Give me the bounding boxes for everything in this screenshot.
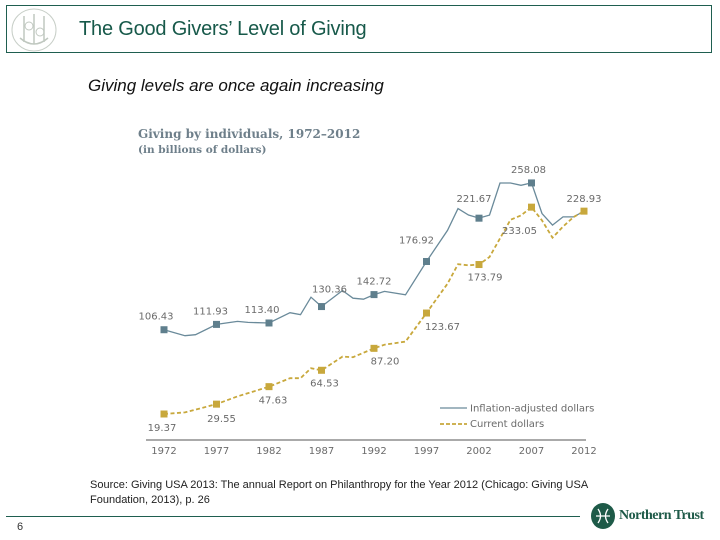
northern-trust-logo: Northern Trust [590, 502, 704, 530]
inflation-marker-1977 [213, 320, 220, 328]
x-tick-label: 2007 [519, 446, 544, 457]
current-data-label-1972: 19.37 [148, 423, 177, 434]
page-number: 6 [17, 521, 24, 533]
current-data-label-1977: 29.55 [207, 414, 236, 425]
slide-subtitle: Giving levels are once again increasing [88, 76, 384, 95]
inflation-data-label-2002: 221.67 [457, 194, 492, 205]
x-tick-label: 1997 [414, 446, 439, 457]
inflation-marker-1992 [370, 291, 378, 299]
inflation-marker-2002 [475, 214, 483, 222]
inflation-data-label-1972: 106.43 [139, 312, 174, 323]
inflation-marker-1972 [160, 326, 168, 334]
x-tick-label: 2002 [466, 446, 491, 457]
current-data-label-2007: 233.05 [502, 226, 537, 237]
inflation-data-label-2007: 258.08 [511, 165, 546, 176]
inflation-marker-2007 [528, 179, 535, 187]
source-note: Source: Giving USA 2013: The annual Repo… [90, 479, 588, 506]
current-marker-1972 [160, 410, 168, 418]
current-marker-1992 [370, 344, 378, 352]
current-marker-1982 [265, 383, 273, 391]
current-data-label-2002: 173.79 [468, 273, 503, 284]
inflation-data-label-1997: 176.92 [399, 235, 434, 246]
inflation-data-label-1992: 142.72 [357, 277, 392, 288]
current-marker-1997 [423, 309, 430, 317]
current-data-label-1987: 64.53 [310, 378, 339, 389]
current-data-label-1982: 47.63 [259, 396, 288, 407]
x-tick-label: 1992 [361, 446, 386, 457]
legend: Inflation-adjusted dollars Current dolla… [440, 404, 594, 430]
current-data-label-1997: 123.67 [425, 322, 460, 333]
title-box: The Good Givers’ Level of Giving [6, 5, 712, 53]
inflation-marker-1997 [423, 257, 430, 265]
current-marker-1987 [318, 366, 325, 374]
x-tick-label: 2012 [571, 446, 596, 457]
inflation-data-label-1987: 130.36 [312, 285, 347, 296]
inflation-marker-1987 [318, 303, 325, 311]
legend-label-current: Current dollars [470, 419, 544, 430]
inflation-marker-1982 [265, 319, 273, 327]
x-tick-label: 1982 [256, 446, 281, 457]
current-dollars-line [163, 205, 585, 415]
legend-label-inflation: Inflation-adjusted dollars [470, 404, 594, 415]
inflation-data-label-1977: 111.93 [193, 306, 228, 317]
current-marker-2012 [580, 207, 588, 215]
logo-text: Northern Trust [619, 508, 704, 523]
x-tick-label: 1977 [204, 446, 229, 457]
current-marker-1977 [213, 400, 220, 408]
footer-divider [6, 516, 580, 517]
chart-subtitle: (in billions of dollars) [138, 144, 266, 156]
chart-title: Giving by individuals, 1972–2012 [138, 127, 360, 141]
inflation-data-label-1982: 113.40 [245, 305, 280, 316]
seal-logo-icon [11, 8, 57, 52]
northern-trust-emblem-icon [591, 503, 615, 529]
x-tick-label: 1987 [309, 446, 334, 457]
current-data-label-1992: 87.20 [371, 356, 400, 367]
page-title: The Good Givers’ Level of Giving [79, 18, 367, 40]
current-data-label-2012: 228.93 [567, 194, 602, 205]
x-tick-label: 1972 [151, 446, 176, 457]
current-marker-2007 [528, 203, 535, 211]
current-marker-2002 [475, 261, 483, 269]
